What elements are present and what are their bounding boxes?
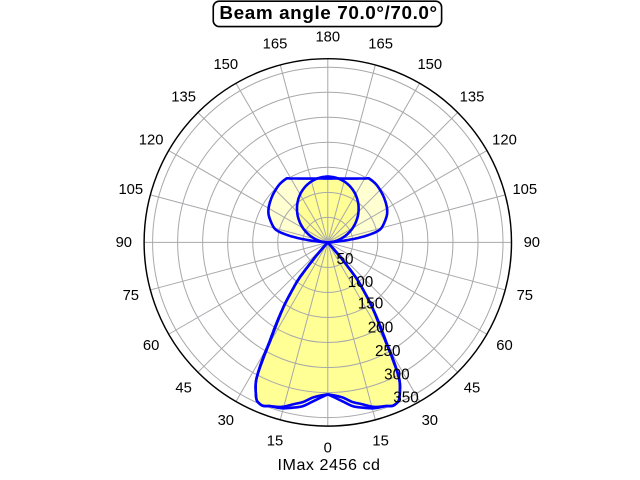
svg-text:90: 90	[524, 235, 540, 251]
svg-text:75: 75	[517, 288, 533, 304]
svg-text:0: 0	[324, 441, 332, 457]
svg-text:100: 100	[348, 274, 374, 291]
svg-text:300: 300	[384, 367, 410, 384]
svg-text:200: 200	[368, 319, 394, 336]
svg-text:150: 150	[358, 296, 384, 313]
svg-text:150: 150	[213, 57, 238, 73]
svg-text:IMax 2456 cd: IMax 2456 cd	[278, 456, 381, 474]
svg-text:75: 75	[123, 288, 139, 304]
svg-text:150: 150	[417, 57, 442, 73]
svg-text:15: 15	[267, 434, 283, 450]
svg-text:60: 60	[496, 338, 512, 354]
svg-text:30: 30	[218, 413, 234, 429]
svg-text:50: 50	[336, 251, 353, 268]
svg-text:120: 120	[139, 132, 164, 148]
svg-text:165: 165	[368, 37, 393, 53]
svg-text:135: 135	[460, 90, 485, 106]
svg-text:350: 350	[393, 389, 419, 406]
svg-text:45: 45	[464, 380, 480, 396]
svg-text:105: 105	[118, 182, 143, 198]
svg-text:Beam angle 70.0°/70.0°: Beam angle 70.0°/70.0°	[219, 3, 437, 24]
svg-text:60: 60	[143, 338, 159, 354]
svg-text:250: 250	[375, 343, 401, 360]
svg-text:105: 105	[512, 182, 537, 198]
svg-text:90: 90	[116, 235, 132, 251]
svg-text:135: 135	[171, 90, 196, 106]
svg-text:180: 180	[315, 30, 340, 46]
svg-text:165: 165	[263, 37, 288, 53]
svg-text:15: 15	[372, 434, 388, 450]
svg-text:45: 45	[175, 380, 191, 396]
svg-text:30: 30	[422, 413, 438, 429]
svg-text:120: 120	[492, 132, 517, 148]
